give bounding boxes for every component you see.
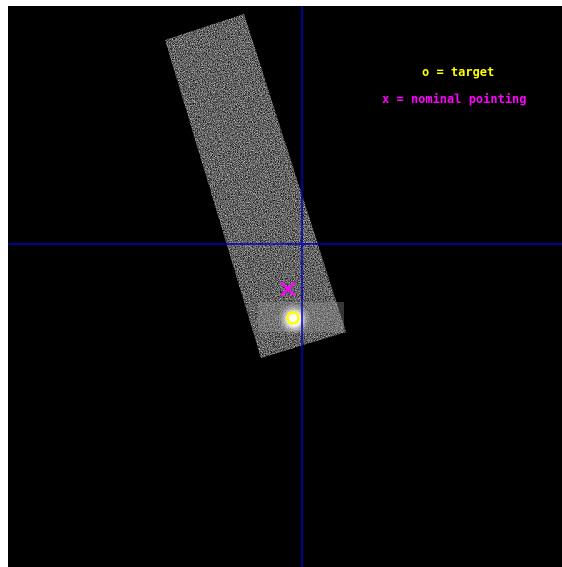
source-glow [277,302,311,336]
sky-image [8,6,562,567]
nominal-pointing-marker [280,281,296,297]
legend-pointing-label: x = nominal pointing [382,92,527,106]
legend-target-label: o = target [422,65,495,79]
sky-image-panel: o = target x = nominal pointing [8,6,562,567]
target-marker [286,311,300,325]
